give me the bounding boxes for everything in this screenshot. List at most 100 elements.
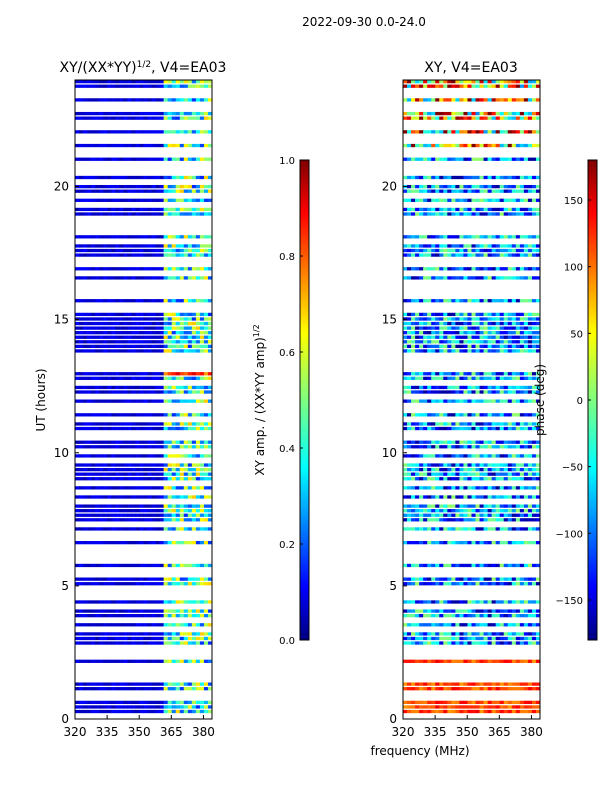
heatmap-cell — [419, 207, 424, 212]
heatmap-cell — [487, 600, 492, 604]
heatmap-cell — [531, 184, 537, 189]
heatmap-cell — [467, 477, 472, 481]
heatmap-cell — [123, 80, 128, 84]
heatmap-cell — [119, 495, 124, 499]
heatmap-cell — [455, 80, 460, 84]
heatmap-cell — [431, 317, 436, 321]
heatmap-cell — [83, 636, 88, 641]
heatmap-cell — [427, 540, 432, 545]
heatmap-cell — [427, 321, 432, 326]
heatmap-cell — [531, 84, 537, 88]
heatmap-cell — [195, 682, 201, 686]
heatmap-cell — [499, 235, 505, 239]
heatmap-cell — [507, 687, 513, 691]
heatmap-cell — [503, 426, 509, 431]
heatmap-cell — [131, 98, 136, 102]
heatmap-cell — [483, 248, 488, 253]
heatmap-cell — [523, 659, 529, 663]
heatmap-cell — [423, 577, 428, 581]
heatmap-cell — [487, 340, 492, 344]
heatmap-cell — [155, 390, 160, 394]
heatmap-cell — [431, 399, 436, 403]
heatmap-cell — [527, 513, 533, 517]
heatmap-cell — [199, 682, 205, 686]
heatmap-cell — [171, 321, 177, 326]
heatmap-cell — [435, 98, 440, 102]
heatmap-cell — [179, 422, 185, 426]
heatmap-cell — [203, 399, 209, 403]
heatmap-cell — [459, 130, 464, 134]
heatmap-cell — [139, 600, 144, 604]
heatmap-cell — [487, 326, 492, 330]
heatmap-cell — [127, 189, 132, 193]
heatmap-cell — [131, 84, 136, 88]
heatmap-cell — [187, 84, 193, 88]
heatmap-cell — [403, 212, 408, 216]
heatmap-cell — [155, 445, 160, 449]
heatmap-cell — [495, 659, 501, 663]
heatmap-cell — [155, 705, 160, 709]
heatmap-cell — [475, 422, 480, 426]
heatmap-cell — [427, 184, 432, 189]
heatmap-cell — [471, 513, 476, 517]
heatmap-cell — [439, 116, 444, 120]
heatmap-cell — [83, 331, 88, 335]
heatmap-cell — [123, 705, 128, 709]
heatmap-cell — [531, 682, 537, 686]
heatmap-cell — [163, 157, 168, 161]
heatmap-cell — [531, 116, 537, 120]
heatmap-cell — [79, 467, 84, 472]
heatmap-cell — [475, 399, 480, 403]
heatmap-cell — [431, 335, 436, 339]
heatmap-cell — [491, 632, 496, 636]
heatmap-cell — [119, 609, 124, 613]
heatmap-cell — [147, 116, 152, 120]
heatmap-cell — [447, 477, 452, 481]
heatmap-cell — [95, 248, 100, 253]
heatmap-cell — [131, 705, 136, 709]
heatmap-cell — [415, 504, 420, 508]
heatmap-cell — [431, 623, 436, 627]
heatmap-cell — [475, 130, 480, 134]
heatmap-cell — [467, 372, 472, 376]
heatmap-cell — [199, 390, 205, 394]
heatmap-cell — [483, 413, 488, 417]
heatmap-cell — [75, 472, 80, 476]
heatmap-cell — [207, 130, 213, 134]
heatmap-cell — [147, 175, 152, 180]
heatmap-cell — [463, 705, 468, 709]
heatmap-cell — [203, 331, 209, 335]
heatmap-cell — [419, 682, 424, 686]
heatmap-cell — [207, 80, 213, 84]
heatmap-cell — [463, 582, 468, 586]
heatmap-cell — [519, 326, 525, 330]
heatmap-cell — [503, 235, 509, 239]
heatmap-cell — [123, 276, 128, 280]
heatmap-cell — [127, 518, 132, 522]
heatmap-cell — [111, 600, 116, 604]
heatmap-cell — [507, 513, 513, 517]
heatmap-cell — [511, 609, 517, 613]
heatmap-cell — [411, 321, 416, 326]
figure-title: 2022-09-30 0.0-24.0 — [302, 15, 426, 29]
heatmap-cell — [403, 413, 408, 417]
heatmap-cell — [435, 518, 440, 522]
heatmap-cell — [115, 349, 120, 353]
heatmap-cell — [83, 413, 88, 417]
heatmap-cell — [411, 636, 416, 641]
heatmap-cell — [407, 143, 412, 148]
heatmap-cell — [495, 467, 501, 472]
heatmap-cell — [95, 212, 100, 216]
heatmap-cell — [155, 80, 160, 84]
heatmap-cell — [87, 321, 92, 326]
heatmap-cell — [491, 527, 496, 531]
heatmap-cell — [87, 513, 92, 517]
heatmap-cell — [107, 299, 112, 303]
heatmap-cell — [183, 84, 189, 88]
heatmap-cell — [103, 326, 108, 330]
heatmap-cell — [463, 390, 468, 394]
heatmap-cell — [407, 340, 412, 344]
heatmap-cell — [199, 84, 205, 88]
heatmap-cell — [451, 687, 456, 691]
heatmap-cell — [163, 189, 168, 193]
